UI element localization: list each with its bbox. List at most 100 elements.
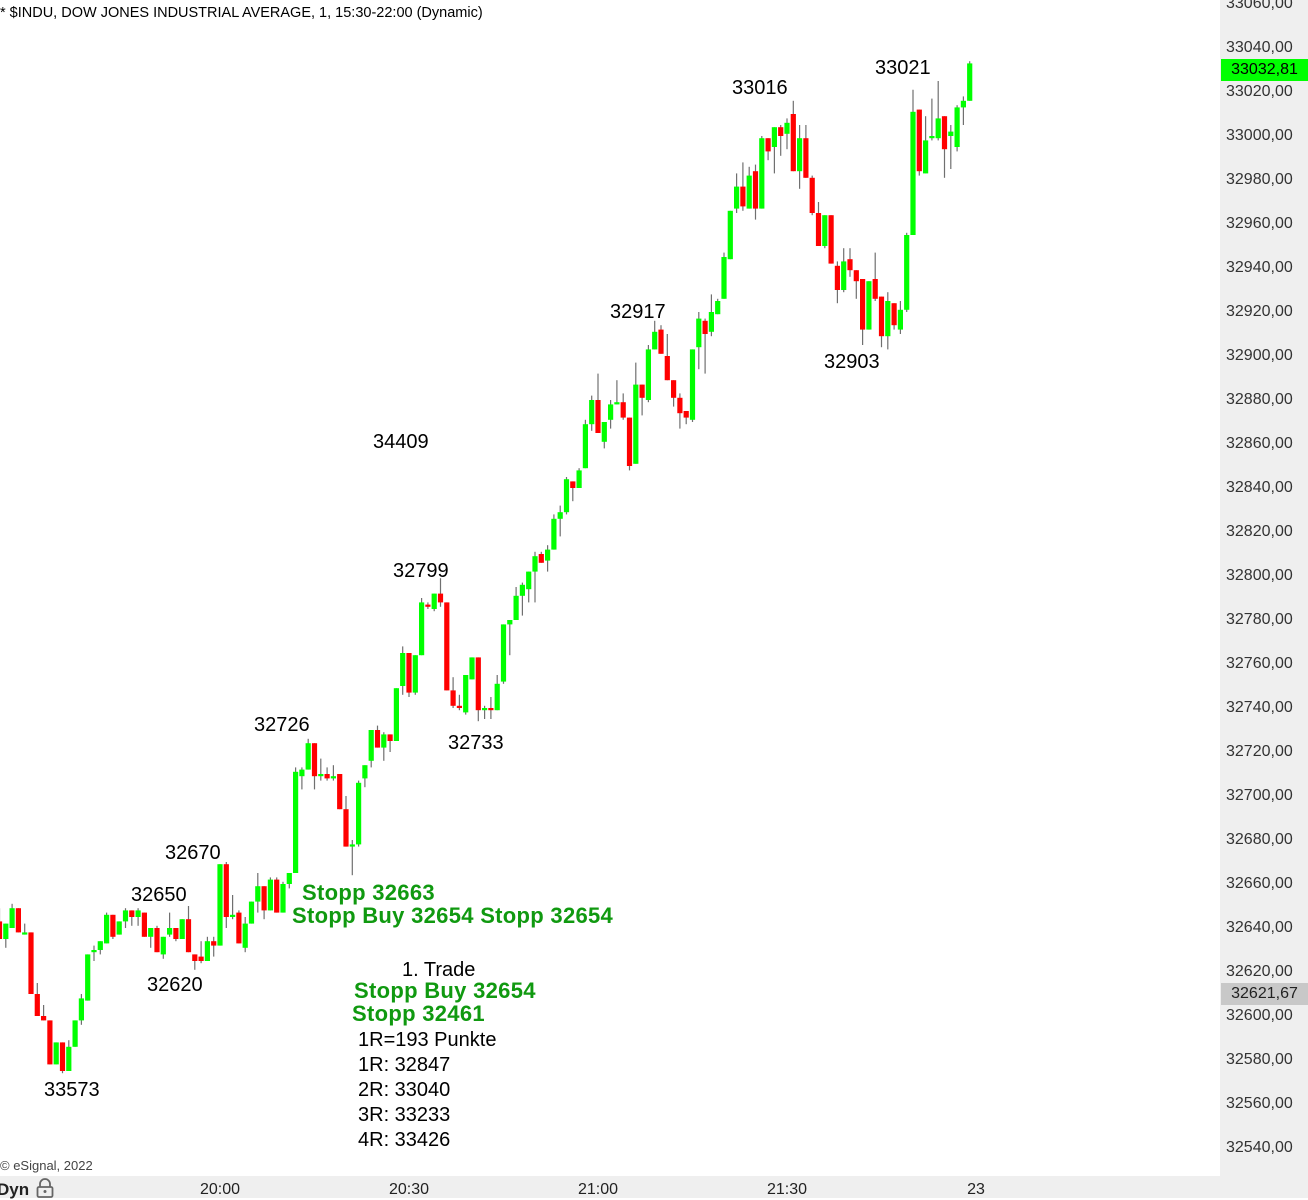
label-high: 33016 <box>732 77 788 99</box>
candle <box>53 1042 59 1065</box>
candle-body-down <box>311 743 318 777</box>
candle <box>242 917 248 953</box>
candle <box>217 864 223 946</box>
candle-body-down <box>456 705 462 708</box>
candle <box>967 61 973 101</box>
price-tick-label: 33000,00 <box>1226 127 1293 144</box>
candle-body-up <box>721 257 727 299</box>
candle <box>608 400 614 429</box>
candle-body-up <box>551 518 557 550</box>
candle-body-down <box>872 279 878 299</box>
price-tick-label: 32840,00 <box>1226 479 1293 496</box>
candle <box>28 932 34 994</box>
candle <box>532 551 538 603</box>
candle-body-up <box>318 774 324 777</box>
candle <box>393 688 399 741</box>
candle <box>759 136 765 209</box>
trade-title: 1. Trade <box>402 959 476 981</box>
candle <box>834 261 840 304</box>
time-tick-label: 20:30 <box>388 1181 430 1198</box>
candle <box>318 758 324 781</box>
candle <box>286 873 292 889</box>
time-axis[interactable] <box>0 1176 1308 1198</box>
candle <box>381 732 387 761</box>
candle <box>545 545 551 572</box>
price-tick-label: 32620,00 <box>1226 963 1293 980</box>
candle <box>752 164 759 220</box>
candle <box>696 312 702 370</box>
candle-body-up <box>463 675 469 713</box>
price-tick-label: 32640,00 <box>1226 919 1293 936</box>
candle <box>488 697 494 719</box>
candle-body-up <box>412 655 418 693</box>
candle <box>230 895 236 920</box>
candle <box>683 411 689 425</box>
candle-body-up <box>513 595 519 620</box>
candle <box>620 393 626 420</box>
candle-body-up <box>242 923 248 948</box>
candle-body-down <box>34 994 40 1016</box>
candle <box>734 173 740 213</box>
candle-body-down <box>683 411 689 418</box>
lock-icon[interactable] <box>35 1178 55 1198</box>
candle-body-up <box>97 941 103 950</box>
price-tick-label: 32800,00 <box>1226 567 1293 584</box>
candle <box>223 862 229 928</box>
candle-body-up <box>960 100 966 108</box>
candle-body-up <box>582 424 588 469</box>
candle <box>154 925 160 953</box>
candle <box>557 505 563 537</box>
candle-body-up <box>746 175 752 209</box>
dyn-mode-label[interactable]: Dyn <box>0 1180 30 1199</box>
candle-body-up <box>532 556 538 572</box>
candle-body-down <box>41 1016 47 1021</box>
candle <box>790 100 796 172</box>
candle <box>664 334 670 381</box>
candle <box>330 765 336 781</box>
candle <box>450 677 456 708</box>
candle <box>425 602 431 609</box>
price-axis[interactable] <box>1220 0 1308 1176</box>
candle-body-up <box>431 593 437 609</box>
candle <box>677 393 683 429</box>
candle-body-up <box>122 910 129 922</box>
candle-body-down <box>860 279 866 330</box>
candle <box>236 910 242 944</box>
candle-body-down <box>15 908 21 933</box>
candle <box>192 954 198 970</box>
candle-body-down <box>752 171 759 209</box>
label-high: 33021 <box>875 57 931 79</box>
candle <box>9 903 15 928</box>
candle-body-down <box>809 177 815 213</box>
candle-body-down <box>916 109 922 172</box>
price-tick-label: 32880,00 <box>1226 391 1293 408</box>
candle-body-up <box>255 886 261 902</box>
candle <box>935 81 941 141</box>
candle-body-up <box>866 281 872 330</box>
label-low: 32903 <box>824 351 880 373</box>
candle-body-down <box>626 417 633 466</box>
candle <box>148 928 154 948</box>
candle <box>343 796 349 847</box>
candle <box>3 923 9 948</box>
candle <box>538 551 544 563</box>
candle-body-up <box>362 765 368 779</box>
candle <box>267 877 273 911</box>
candle-body-up <box>948 131 954 136</box>
candlestick-chart[interactable] <box>0 0 1220 1176</box>
candle-body-up <box>482 708 488 711</box>
candle-body-up <box>393 688 399 741</box>
candle-body-down <box>450 690 456 706</box>
candle-body-up <box>293 771 299 873</box>
candle <box>116 921 122 935</box>
candle <box>866 281 872 330</box>
candle <box>469 657 475 680</box>
candle <box>929 98 935 141</box>
candle <box>708 294 714 337</box>
trade-stop: Stopp 32461 <box>352 1001 485 1026</box>
candle <box>815 202 822 246</box>
candle-body-up <box>91 950 97 953</box>
candle <box>305 738 311 770</box>
candle-body-down <box>374 730 381 748</box>
candle-body-down <box>702 320 708 334</box>
